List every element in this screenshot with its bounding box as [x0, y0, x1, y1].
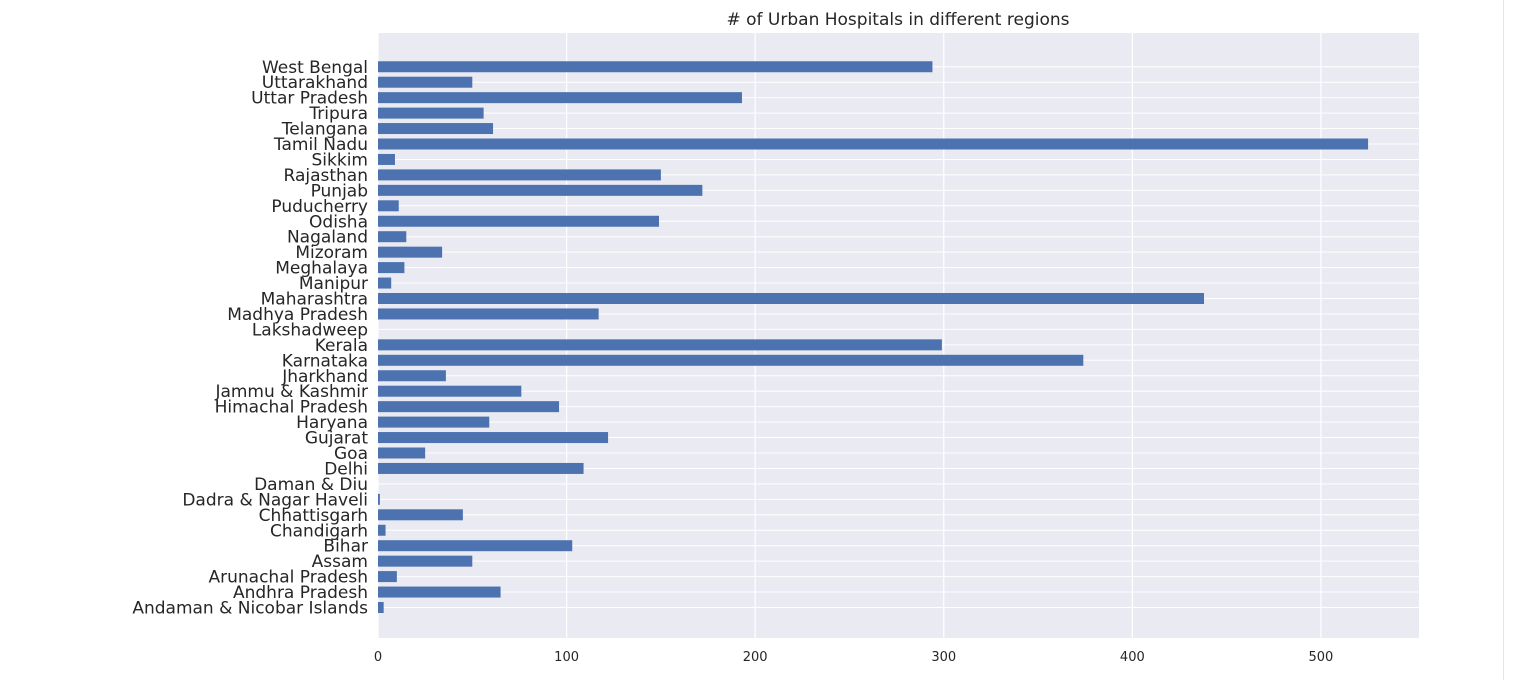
y-gridlines [378, 66, 1419, 608]
bar [378, 432, 609, 444]
category-label: Mizoram [295, 243, 368, 263]
category-label: Uttar Pradesh [251, 89, 368, 109]
category-label: Telangana [281, 120, 368, 140]
category-label: Assam [312, 552, 368, 572]
category-label: Delhi [324, 459, 368, 479]
bar [378, 540, 573, 552]
category-label: Daman & Diu [254, 475, 368, 495]
bar [378, 184, 703, 196]
category-label: Karnataka [282, 351, 368, 371]
bar [378, 462, 584, 474]
bar [378, 602, 384, 613]
x-tick-label: 200 [743, 650, 768, 665]
category-label: Kerala [315, 336, 368, 356]
bar [378, 509, 463, 521]
bar [378, 123, 494, 135]
category-label: Gujarat [305, 429, 368, 449]
category-label: Tamil Nadu [273, 135, 368, 155]
category-label: Punjab [311, 181, 368, 201]
category-label: Rajasthan [284, 166, 369, 186]
bar [378, 61, 933, 73]
bar [378, 308, 599, 320]
x-tick-label: 400 [1120, 650, 1145, 665]
category-label: Jharkhand [281, 367, 368, 387]
category-label: Meghalaya [275, 259, 368, 279]
category-label: Uttarakhand [262, 73, 368, 93]
bars [378, 61, 1369, 613]
bar [378, 354, 1084, 366]
category-label: Tripura [308, 104, 368, 124]
bar [378, 138, 1369, 150]
bar [378, 215, 659, 227]
bar [378, 571, 397, 583]
category-label: Jammu & Kashmir [214, 382, 368, 402]
category-label: Puducherry [271, 197, 368, 217]
x-tick-label: 300 [931, 650, 956, 665]
category-label: Chhattisgarh [259, 506, 368, 526]
category-label: Lakshadweep [252, 320, 368, 340]
bar [378, 447, 426, 459]
category-label: Himachal Pradesh [215, 398, 368, 418]
category-label: Bihar [323, 537, 368, 557]
bar [378, 586, 501, 598]
bar [378, 493, 380, 505]
x-tick-label: 100 [554, 650, 579, 665]
bar [378, 169, 661, 181]
x-tick-label: 0 [374, 650, 382, 665]
bar [378, 385, 522, 397]
bar [378, 231, 407, 243]
bar [378, 153, 395, 165]
bar [378, 401, 560, 413]
category-label: Manipur [299, 274, 368, 294]
chart-title: # of Urban Hospitals in different region… [726, 10, 1069, 30]
category-label: Nagaland [287, 228, 368, 248]
category-label: Maharashtra [261, 290, 368, 310]
category-label: Madhya Pradesh [227, 305, 368, 325]
panel-edge [1503, 0, 1504, 680]
bar [378, 555, 473, 567]
category-label: Andhra Pradesh [233, 583, 368, 603]
bar [378, 277, 392, 289]
category-label: Dadra & Nagar Haveli [182, 490, 368, 510]
bar [378, 293, 1205, 304]
category-label: Sikkim [312, 150, 369, 170]
category-label: Chandigarh [270, 521, 368, 541]
bar [378, 76, 473, 88]
bar [378, 107, 484, 119]
bar [378, 416, 490, 428]
x-tick-label: 500 [1309, 650, 1334, 665]
bar [378, 339, 942, 351]
category-label: Odisha [309, 212, 368, 232]
category-label: Haryana [296, 413, 368, 433]
category-label: Goa [334, 444, 368, 464]
bar [378, 262, 405, 274]
bar [378, 524, 386, 536]
x-tick-labels: 0 100 200 300 400 500 [374, 650, 1333, 665]
bar [378, 92, 742, 104]
category-label: West Bengal [262, 58, 368, 78]
plot-area [378, 33, 1419, 638]
bar [378, 200, 399, 212]
category-label: Arunachal Pradesh [209, 568, 369, 588]
bar [378, 246, 443, 258]
category-label: Andaman & Nicobar Islands [132, 599, 368, 619]
bar [378, 370, 446, 382]
